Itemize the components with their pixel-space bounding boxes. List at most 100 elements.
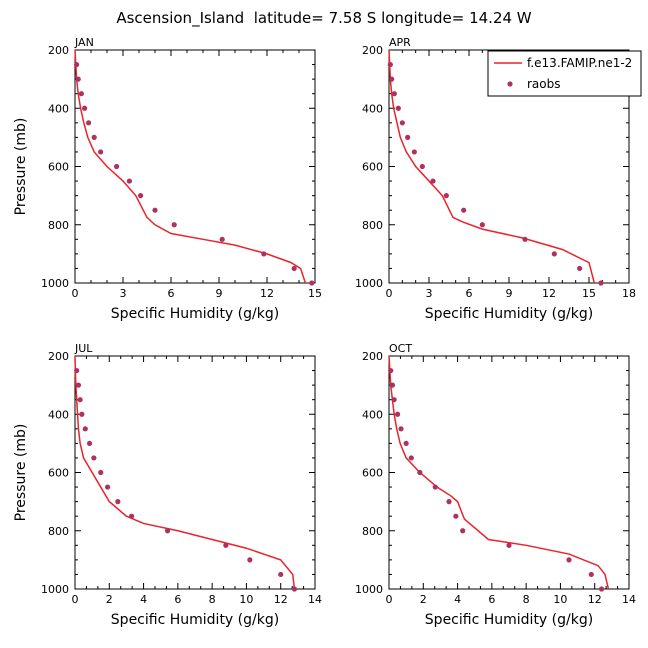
raobs-point [506, 542, 512, 548]
y-tick-label: 1000 [355, 277, 383, 290]
figure-title: Ascension_Island latitude= 7.58 S longit… [116, 9, 531, 28]
raobs-point [388, 367, 394, 374]
raobs-point [91, 455, 97, 461]
raobs-point [443, 193, 449, 199]
legend-model-label: f.e13.FAMIP.ne1-2 [527, 56, 632, 70]
x-tick-label: 2 [420, 593, 427, 606]
y-tick-label: 200 [362, 350, 383, 363]
y-tick-label: 800 [362, 219, 383, 232]
x-axis-title: Specific Humidity (g/kg) [425, 306, 593, 322]
raobs-point [74, 61, 80, 68]
raobs-point [152, 207, 158, 213]
x-tick-label: 0 [72, 593, 79, 606]
y-tick-label: 400 [48, 102, 69, 115]
panel-label: APR [389, 36, 411, 49]
raobs-point [291, 586, 298, 592]
x-tick-label: 12 [260, 287, 274, 300]
x-tick-label: 12 [588, 593, 602, 606]
raobs-point [432, 484, 438, 490]
raobs-point [403, 440, 409, 446]
raobs-point [394, 411, 401, 417]
y-tick-label: 200 [48, 350, 69, 363]
x-tick-label: 4 [454, 593, 461, 606]
raobs-point [223, 542, 229, 548]
raobs-point [138, 193, 144, 199]
raobs-point [391, 397, 397, 403]
raobs-point [219, 236, 225, 242]
x-tick-label: 8 [209, 593, 216, 606]
raobs-point [417, 469, 423, 476]
y-tick-label: 400 [48, 408, 69, 421]
y-tick-label: 600 [48, 161, 69, 174]
raobs-point [395, 105, 401, 111]
raobs-point [261, 251, 267, 257]
panel-label: JAN [74, 36, 94, 49]
y-tick-label: 1000 [355, 583, 383, 596]
raobs-point [104, 484, 111, 490]
y-tick-label: 600 [362, 467, 383, 480]
panel-oct: 0 2 4 6 8 10 12 14 200 400 600 800 1000 Specific Humi… [355, 342, 636, 628]
raobs-point [75, 76, 81, 82]
y-axis-title: Pressure (mb) [13, 118, 29, 216]
x-tick-label: 6 [168, 287, 175, 300]
legend-obs-label: raobs [527, 77, 561, 91]
raobs-point [79, 411, 85, 417]
raobs-point [82, 426, 88, 432]
y-tick-label: 200 [48, 44, 69, 57]
raobs-point [419, 163, 425, 170]
raobs-point [91, 134, 97, 140]
model-line [388, 49, 596, 284]
x-tick-label: 15 [582, 287, 596, 300]
raobs-point [98, 469, 104, 476]
raobs-point [430, 178, 436, 184]
x-axis-title: Specific Humidity (g/kg) [111, 306, 279, 322]
y-tick-label: 600 [362, 161, 383, 174]
raobs-point [389, 382, 396, 388]
raobs-point [387, 61, 393, 68]
raobs-point [309, 280, 315, 286]
panel-oct-frame [388, 355, 630, 590]
raobs-point [460, 528, 466, 534]
raobs-point [405, 134, 411, 140]
raobs-point [171, 222, 177, 228]
x-tick-label: 0 [72, 287, 79, 300]
legend: f.e13.FAMIP.ne1-2 raobs [487, 50, 642, 97]
raobs-point [291, 265, 297, 272]
raobs-point [115, 499, 121, 505]
x-tick-label: 3 [120, 287, 127, 300]
x-tick-label: 14 [308, 593, 322, 606]
x-tick-label: 12 [542, 287, 556, 300]
model-line [74, 49, 307, 284]
x-tick-label: 0 [386, 593, 393, 606]
raobs-point [551, 251, 557, 257]
y-tick-label: 1000 [41, 277, 69, 290]
raobs-point [588, 571, 594, 578]
y-tick-label: 600 [48, 467, 69, 480]
panel-jan-frame [74, 49, 316, 284]
raobs-point [411, 149, 417, 155]
raobs-point [522, 236, 528, 242]
y-tick-label: 1000 [41, 583, 69, 596]
y-axis-title: Pressure (mb) [13, 424, 29, 522]
raobs-point [446, 499, 452, 505]
raobs-point [479, 222, 485, 228]
y-tick-label: 800 [48, 525, 69, 538]
x-axis-title: Specific Humidity (g/kg) [425, 612, 593, 628]
x-tick-label: 10 [239, 593, 253, 606]
x-tick-label: 18 [622, 287, 636, 300]
y-tick-label: 400 [362, 408, 383, 421]
y-tick-label: 800 [362, 525, 383, 538]
raobs-point [598, 586, 605, 592]
panel-label: JUL [74, 342, 93, 355]
raobs-point [126, 178, 132, 184]
x-tick-label: 9 [216, 287, 223, 300]
model-line [74, 355, 296, 590]
y-tick-label: 200 [362, 44, 383, 57]
raobs-point [86, 120, 92, 126]
panel-jul: 0 2 4 6 8 10 12 14 200 400 600 800 1000 Specific Humi… [13, 342, 322, 628]
legend-box [487, 50, 642, 97]
raobs-point [98, 149, 104, 155]
x-tick-label: 3 [426, 287, 433, 300]
raobs-point [74, 367, 80, 374]
